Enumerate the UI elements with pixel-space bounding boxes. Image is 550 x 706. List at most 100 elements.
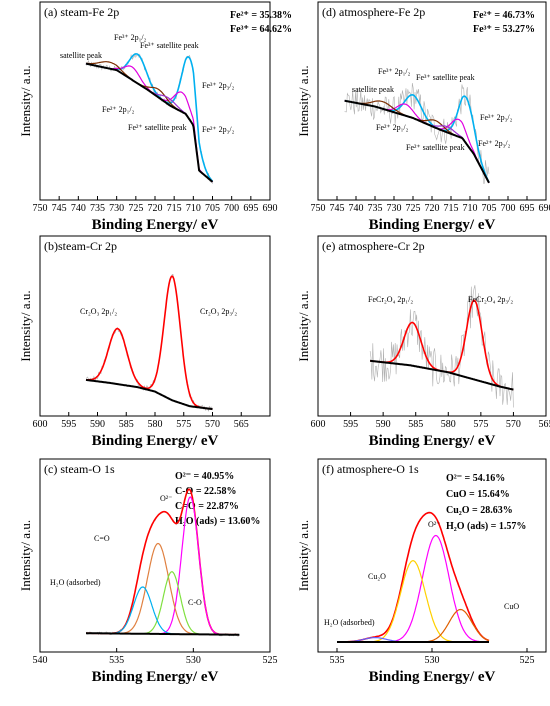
x-tick-label: 695 [520,203,535,214]
x-tick-label: 575 [176,419,191,430]
panel-c: 540 535 530 525 Binding Energy/ eV Intensity/… [18,458,278,685]
x-axis-ticks: 600 595 590 585 580 575 570 565 [311,412,550,430]
x-tick-label: 535 [330,655,345,666]
x-tick-label: 735 [90,203,105,214]
plot-frame [39,458,271,653]
composition-stat: O²⁻ = 54.16% [446,473,505,484]
plot-frame [39,235,271,417]
x-tick-label: 595 [61,419,76,430]
fit-series-line [86,586,240,636]
x-axis-ticks: 540 535 530 525 [33,648,278,666]
x-axis-ticks: 750 745 740 735 730 725 720 715 710 705 700 695 690 [33,196,278,214]
x-tick-label: 565 [234,419,249,430]
peak-annotation: Fe²⁺ 2p₃/₂ [478,139,511,148]
y-axis-label: Intensity/ a.u. [296,520,311,591]
x-tick-label: 530 [425,655,440,666]
panel-f: 535 530 525 Binding Energy/ eV Intensity/ a.… [296,458,547,685]
x-tick-label: 565 [539,419,550,430]
x-tick-label: 590 [376,419,391,430]
x-tick-label: 720 [425,203,440,214]
x-tick-label: 720 [148,203,163,214]
x-tick-label: 585 [119,419,134,430]
peak-annotation: Fe²⁺ 2p₁/₂ [102,105,135,114]
plot-frame [317,235,547,417]
x-axis-label: Binding Energy/ eV [92,669,219,685]
x-tick-label: 590 [90,419,105,430]
composition-stat: C-O = 22.58% [175,486,237,497]
peak-annotation: FeCr₂O₄ 2p₃/₂ [468,295,513,304]
x-tick-label: 735 [368,203,383,214]
x-axis-label: Binding Energy/ eV [369,433,496,449]
panel-title: (b)steam-Cr 2p [44,239,117,253]
background-line [369,359,514,391]
peak-annotation: satellite peak [352,85,394,94]
panel-d: 750 745 740 735 730 725 720 715 710 705 700 695 690 B… [296,1,550,233]
fit-series-line [344,100,490,184]
x-tick-label: 725 [128,203,143,214]
composition-stat: H₂O (ads) = 1.57% [446,521,526,532]
x-tick-label: 705 [205,203,220,214]
fit-series-line [85,275,213,410]
x-tick-label: 600 [311,419,326,430]
composition-stat: O²⁻ = 40.95% [175,471,234,482]
x-tick-label: 535 [109,655,124,666]
x-tick-label: 575 [473,419,488,430]
x-tick-label: 740 [349,203,364,214]
x-tick-label: 750 [311,203,326,214]
panel-b: 600 595 590 585 580 575 570 565 Binding Energy/ … [18,235,271,449]
x-axis-label: Binding Energy/ eV [369,217,496,233]
background-line [86,632,240,636]
background-line [85,62,214,183]
panel-title: (f) atmosphere-O 1s [322,462,419,476]
panel-a: 750 745 740 735 730 725 720 715 710 705 700 695 690 B… [18,1,292,233]
peak-annotation: Fe³⁺ 2p₃/₂ [480,113,513,122]
x-tick-label: 730 [387,203,402,214]
peak-annotation: Fe²⁺ satellite peak [406,143,465,152]
fit-series-line [86,542,240,636]
y-axis-label: Intensity/ a.u. [18,65,33,136]
x-axis-label: Binding Energy/ eV [92,433,219,449]
fit-series-line [85,53,214,182]
composition-stat: Fe²⁺ = 35.38% [230,10,292,21]
y-axis-label: Intensity/ a.u. [18,520,33,591]
peak-annotation: C-O [188,598,202,607]
x-tick-label: 540 [33,655,48,666]
x-tick-label: 690 [539,203,550,214]
x-axis-label: Binding Energy/ eV [92,217,219,233]
peak-annotation: H₂O (adsorbed) [324,618,375,627]
x-axis-ticks: 750 745 740 735 730 725 720 715 710 705 700 695 690 [311,196,550,214]
x-tick-label: 525 [263,655,278,666]
peak-annotation: O²⁻ [428,520,440,529]
peak-annotation: FeCr₂O₄ 2p₁/₂ [368,295,413,304]
x-axis-ticks: 535 530 525 [330,648,535,666]
composition-stat: Cu₂O = 28.63% [446,505,513,516]
x-tick-label: 695 [243,203,258,214]
panel-title: (a) steam-Fe 2p [44,5,119,19]
peak-annotation: Fe³⁺ 2p₁/₂ [114,33,147,42]
peak-annotation: Fe³⁺ 2p₁/₂ [378,67,411,76]
peak-annotation: C=O [94,534,110,543]
x-axis-label: Binding Energy/ eV [369,669,496,685]
x-axis-ticks: 600 595 590 585 580 575 570 565 [33,412,249,430]
raw-data-line [344,82,490,184]
peak-annotation: Cu₂O [368,572,386,581]
peak-annotation: CuO [504,602,519,611]
background-line [344,99,490,184]
x-tick-label: 710 [186,203,201,214]
panel-e: 600 595 590 585 580 575 570 565 Binding Energy/ … [296,235,550,449]
panel-title: (d) atmosphere-Fe 2p [322,5,425,19]
y-axis-label: Intensity/ a.u. [18,290,33,361]
peak-annotation: H₂O (adsorbed) [50,578,101,587]
x-tick-label: 570 [506,419,521,430]
x-tick-label: 745 [52,203,67,214]
fit-series-line [337,559,489,643]
composition-stat: Fe³⁺ = 64.62% [230,24,292,35]
peak-annotation: Fe²⁺ 2p₃/₂ [202,125,235,134]
y-axis-label: Intensity/ a.u. [296,290,311,361]
background-line [85,378,213,411]
x-tick-label: 715 [444,203,459,214]
peak-annotation: O²⁻ [160,494,172,503]
x-tick-label: 585 [408,419,423,430]
composition-stat: Fe³⁺ = 53.27% [473,24,535,35]
composition-stat: Fe²⁺ = 46.73% [473,10,535,21]
